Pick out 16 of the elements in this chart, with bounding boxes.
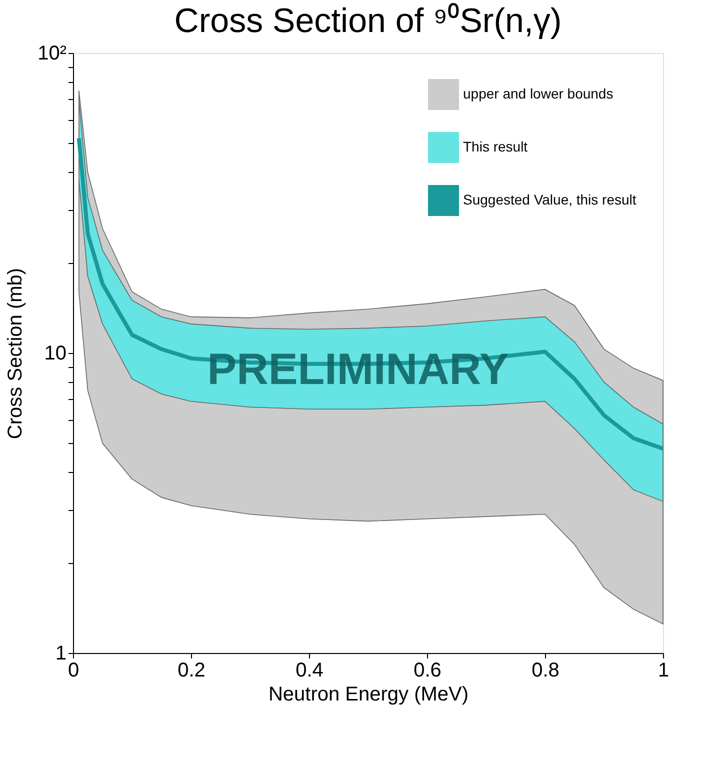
x-axis-title: Neutron Energy (MeV) <box>268 684 469 706</box>
line-series <box>76 136 665 451</box>
legend-label: upper and lower bounds <box>463 86 614 102</box>
y-tick-label: 1 <box>55 642 66 664</box>
x-tick-label: 0.4 <box>296 660 324 682</box>
legend-label: This result <box>463 138 528 154</box>
y-tick-label: 10² <box>38 42 67 64</box>
chart-title: Cross Section of ⁹⁰Sr(n,γ) <box>174 2 562 40</box>
x-tick-label: 0.8 <box>532 660 560 682</box>
y-tick-label: 10 <box>44 342 66 364</box>
x-tick-label: 0.2 <box>178 660 206 682</box>
y-axis-title: Cross Section (mb) <box>4 268 27 440</box>
x-tick-label: 0 <box>68 660 80 682</box>
x-tick-label: 0.6 <box>414 660 442 682</box>
legend-label: Suggested Value, this result <box>463 192 636 208</box>
x-tick-label: 1 <box>658 660 670 682</box>
